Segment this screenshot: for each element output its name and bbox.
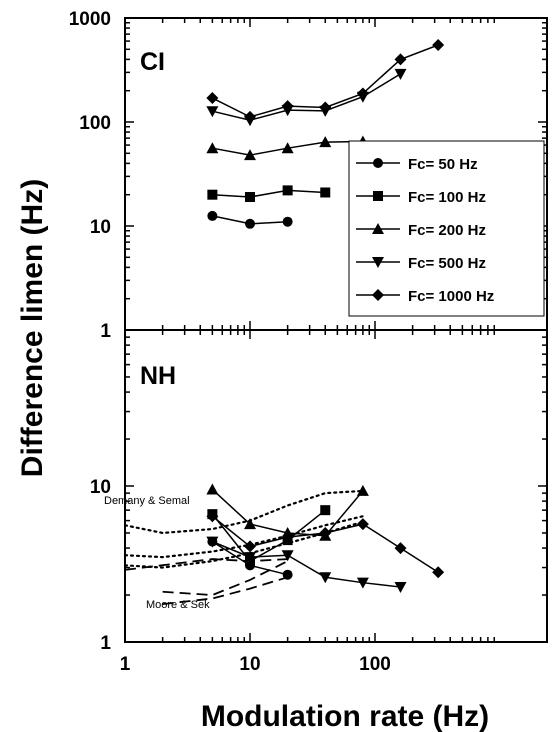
nh-series-4 xyxy=(206,510,445,579)
legend-label: Fc= 500 Hz xyxy=(408,255,486,272)
y-tick-label: 100 xyxy=(79,113,111,134)
nh-data-point xyxy=(282,569,293,580)
ci-data-point xyxy=(245,218,255,229)
legend-marker xyxy=(372,223,384,234)
data-series xyxy=(206,39,445,594)
y-tick-label: 10 xyxy=(90,477,111,498)
legend-entries: Fc= 50 Hz Fc= 100 Hz Fc= 200 Hz Fc= 500 Hz F… xyxy=(356,156,494,305)
legend-entry: Fc= 500 Hz xyxy=(356,255,486,272)
nh-data-point xyxy=(281,550,294,562)
y-tick-label: 1000 xyxy=(69,9,111,30)
ci-data-point xyxy=(319,101,332,114)
nh-data-point xyxy=(356,518,369,531)
y-tick-label: 1 xyxy=(100,633,111,654)
y-tick-label: 1 xyxy=(100,321,111,342)
legend-entry: Fc= 100 Hz xyxy=(356,189,486,206)
legend-entry: Fc= 50 Hz xyxy=(356,156,478,173)
ci-data-point xyxy=(394,53,407,66)
nh-data-point xyxy=(244,518,256,530)
nh-data-point xyxy=(206,510,219,523)
legend: Fc= 50 Hz Fc= 100 Hz Fc= 200 Hz Fc= 500 Hz F… xyxy=(348,140,545,317)
legend-marker xyxy=(373,191,383,201)
nh-series-1 xyxy=(207,505,331,567)
tick-labels: 1 10 100 1 10 100 1000 1 10 xyxy=(69,9,391,675)
ci-data-point xyxy=(282,216,293,227)
x-axis-title: Modulation rate (Hz) xyxy=(201,700,489,732)
ci-series-1 xyxy=(207,185,331,203)
nh-data-point xyxy=(320,505,331,516)
nh-data-point xyxy=(356,577,369,589)
y-tick-label: 10 xyxy=(90,217,111,238)
ci-data-point xyxy=(207,210,218,221)
annotation-moore-sek: Moore & Sek xyxy=(146,599,210,611)
nh-series-line xyxy=(211,509,326,563)
x-tick-label: 100 xyxy=(359,654,391,675)
nh-data-point xyxy=(206,483,219,495)
ci-data-point xyxy=(244,110,256,123)
ci-data-point xyxy=(432,39,445,52)
ci-data-point xyxy=(244,149,256,161)
nh-series-3 xyxy=(206,536,407,594)
legend-marker xyxy=(372,257,384,268)
legend-label: Fc= 1000 Hz xyxy=(408,288,494,305)
ci-data-point xyxy=(394,68,407,80)
ci-data-point xyxy=(206,142,219,154)
legend-label: Fc= 50 Hz xyxy=(408,156,478,173)
nh-data-point xyxy=(394,542,407,555)
ci-data-point xyxy=(207,189,218,200)
ci-series-0 xyxy=(207,210,293,229)
ci-data-point xyxy=(281,142,294,154)
ci-data-point xyxy=(281,100,294,113)
ci-data-point xyxy=(206,106,219,118)
legend-entry: Fc= 1000 Hz xyxy=(356,288,494,305)
legend-label: Fc= 100 Hz xyxy=(408,189,486,206)
nh-data-point xyxy=(356,484,369,496)
ci-data-point xyxy=(319,136,332,148)
nh-data-point xyxy=(244,552,256,564)
legend-entry: Fc= 200 Hz xyxy=(356,222,486,239)
y-axis-title: Difference limen (Hz) xyxy=(16,179,49,477)
moore-sek-curve-5 xyxy=(124,558,288,571)
legend-marker xyxy=(372,289,384,301)
x-tick-label: 1 xyxy=(120,654,131,675)
ci-series-line xyxy=(212,73,401,122)
ci-data-point xyxy=(206,92,219,105)
nh-data-point xyxy=(319,572,332,584)
ci-series-2 xyxy=(206,135,369,161)
moore-sek-curve-4 xyxy=(162,576,288,605)
nh-data-point xyxy=(319,526,332,539)
ci-series-3 xyxy=(206,68,407,127)
panel-label-nh: NH xyxy=(140,362,176,390)
ci-series-line xyxy=(212,189,326,198)
moore-sek-curve-3 xyxy=(162,560,289,596)
nh-data-point xyxy=(281,531,294,544)
ci-data-point xyxy=(320,187,331,198)
nh-data-point xyxy=(432,566,445,579)
ci-series-4 xyxy=(206,39,445,123)
legend-marker xyxy=(373,158,383,168)
nh-data-point xyxy=(244,540,256,553)
ci-data-point xyxy=(245,192,255,203)
nh-data-point xyxy=(206,536,219,548)
nh-series-line xyxy=(212,540,401,588)
x-tick-label: 10 xyxy=(239,654,260,675)
panel-label-ci: CI xyxy=(140,48,165,76)
annotation-demany-semal: Demany & Semal xyxy=(104,495,190,507)
nh-data-point xyxy=(394,582,407,594)
ci-data-point xyxy=(282,185,293,196)
legend-label: Fc= 200 Hz xyxy=(408,222,486,239)
ci-data-point xyxy=(356,87,369,100)
